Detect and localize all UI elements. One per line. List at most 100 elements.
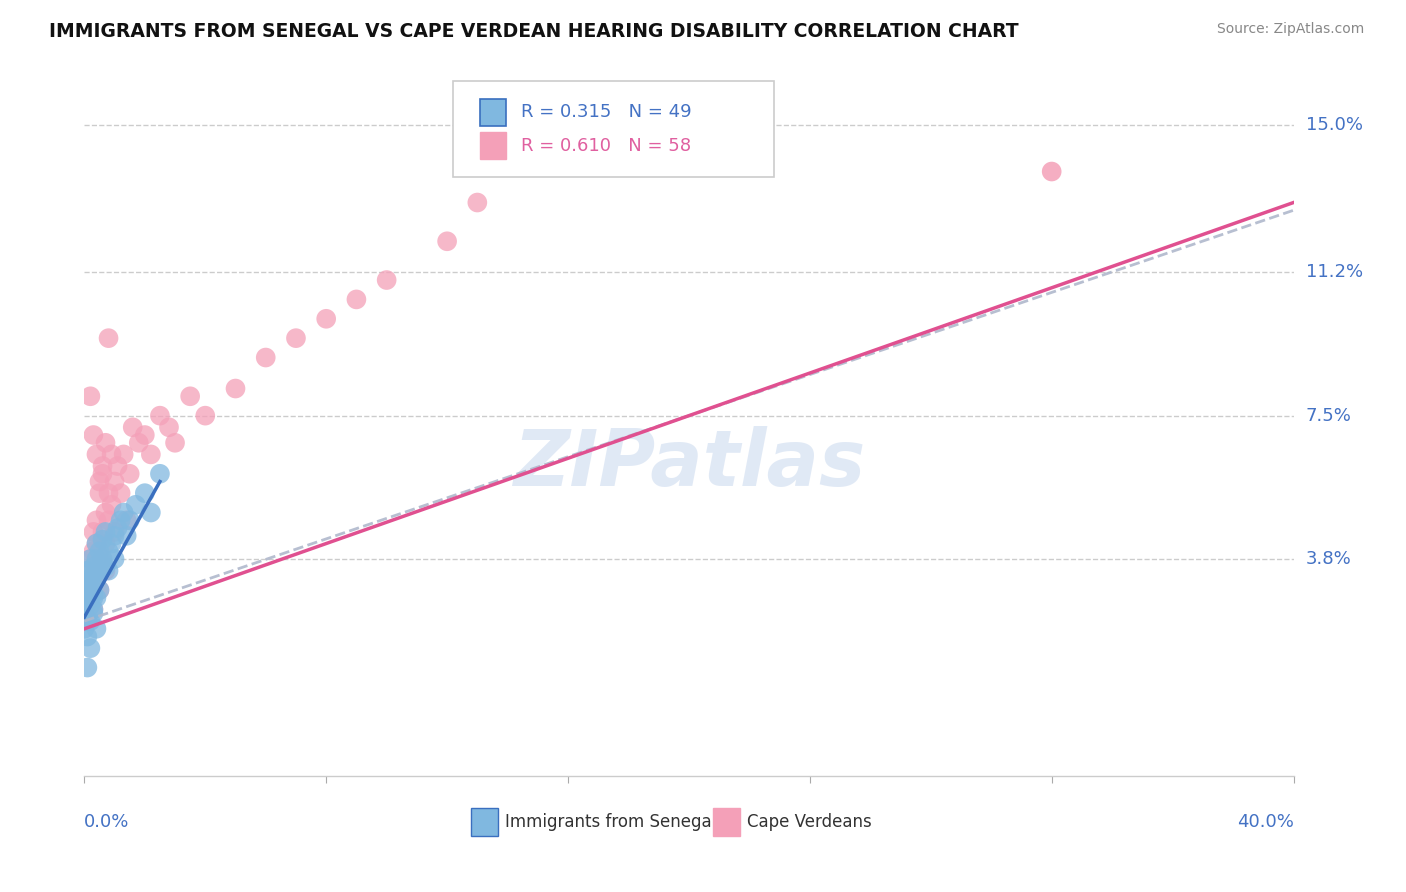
Point bbox=[97, 331, 120, 345]
Point bbox=[110, 486, 132, 500]
Point bbox=[79, 552, 101, 566]
FancyBboxPatch shape bbox=[453, 81, 773, 177]
Point bbox=[82, 567, 104, 582]
Point bbox=[89, 552, 111, 566]
Point bbox=[76, 564, 98, 578]
Point bbox=[97, 513, 120, 527]
Text: Immigrants from Senegal: Immigrants from Senegal bbox=[505, 814, 717, 831]
Point bbox=[79, 591, 101, 605]
Point bbox=[100, 447, 122, 461]
Point bbox=[94, 506, 117, 520]
Point bbox=[1040, 164, 1063, 178]
Point bbox=[76, 660, 98, 674]
Point bbox=[91, 458, 114, 473]
Text: ZIPatlas: ZIPatlas bbox=[513, 426, 865, 502]
Text: 15.0%: 15.0% bbox=[1306, 116, 1362, 134]
Point bbox=[107, 521, 129, 535]
Text: Cape Verdeans: Cape Verdeans bbox=[747, 814, 872, 831]
Point bbox=[128, 435, 150, 450]
Point bbox=[134, 486, 156, 500]
Text: 3.8%: 3.8% bbox=[1306, 550, 1351, 568]
Point bbox=[73, 602, 96, 616]
Point bbox=[86, 591, 108, 605]
Point bbox=[100, 498, 122, 512]
Point bbox=[112, 506, 135, 520]
Point bbox=[82, 591, 104, 605]
Point bbox=[104, 524, 127, 539]
Point bbox=[121, 420, 143, 434]
Point bbox=[91, 533, 114, 547]
Point bbox=[79, 389, 101, 403]
Point bbox=[346, 293, 368, 307]
Point bbox=[104, 475, 127, 489]
Point bbox=[86, 552, 108, 566]
Text: R = 0.610   N = 58: R = 0.610 N = 58 bbox=[520, 136, 690, 154]
Point bbox=[82, 607, 104, 621]
Point bbox=[254, 351, 277, 365]
Point bbox=[97, 486, 120, 500]
Point bbox=[76, 575, 98, 590]
Text: 40.0%: 40.0% bbox=[1237, 814, 1294, 831]
Point bbox=[82, 602, 104, 616]
Point bbox=[97, 544, 120, 558]
Point bbox=[97, 564, 120, 578]
Point bbox=[91, 467, 114, 481]
Point bbox=[225, 382, 247, 396]
FancyBboxPatch shape bbox=[479, 132, 506, 159]
Point bbox=[107, 458, 129, 473]
Point bbox=[89, 564, 111, 578]
Point bbox=[139, 506, 162, 520]
Point bbox=[86, 536, 108, 550]
Point bbox=[315, 311, 337, 326]
Text: 11.2%: 11.2% bbox=[1306, 263, 1362, 281]
Point bbox=[86, 571, 108, 585]
Point bbox=[79, 599, 101, 613]
Point bbox=[82, 559, 104, 574]
Text: R = 0.315   N = 49: R = 0.315 N = 49 bbox=[520, 103, 692, 121]
Point bbox=[179, 389, 201, 403]
Point bbox=[104, 529, 127, 543]
Point bbox=[76, 582, 98, 597]
Point bbox=[86, 564, 108, 578]
Point bbox=[94, 564, 117, 578]
Point bbox=[125, 498, 148, 512]
Point bbox=[91, 552, 114, 566]
Point bbox=[110, 513, 132, 527]
FancyBboxPatch shape bbox=[479, 99, 506, 126]
Point bbox=[79, 571, 101, 585]
Point bbox=[91, 524, 114, 539]
Point bbox=[76, 614, 98, 628]
Point bbox=[89, 475, 111, 489]
Point bbox=[86, 622, 108, 636]
Text: 7.5%: 7.5% bbox=[1306, 407, 1351, 425]
Point bbox=[79, 575, 101, 590]
Point bbox=[149, 467, 172, 481]
Point bbox=[86, 513, 108, 527]
Point bbox=[94, 524, 117, 539]
Point bbox=[82, 587, 104, 601]
Point bbox=[73, 602, 96, 616]
Point bbox=[139, 447, 162, 461]
Point bbox=[104, 552, 127, 566]
Point bbox=[79, 641, 101, 656]
Point bbox=[94, 435, 117, 450]
Point bbox=[194, 409, 217, 423]
Point bbox=[165, 435, 187, 450]
Point bbox=[436, 234, 458, 248]
Point bbox=[76, 595, 98, 609]
Point bbox=[89, 582, 111, 597]
FancyBboxPatch shape bbox=[471, 808, 498, 837]
Point bbox=[100, 536, 122, 550]
Point bbox=[157, 420, 180, 434]
Point bbox=[94, 559, 117, 574]
Point bbox=[76, 582, 98, 597]
Point bbox=[118, 467, 141, 481]
Point bbox=[86, 447, 108, 461]
Point bbox=[79, 582, 101, 597]
Point bbox=[82, 571, 104, 585]
Point bbox=[89, 544, 111, 558]
Point bbox=[76, 564, 98, 578]
Point bbox=[82, 428, 104, 442]
Point bbox=[82, 602, 104, 616]
Point bbox=[79, 552, 101, 566]
